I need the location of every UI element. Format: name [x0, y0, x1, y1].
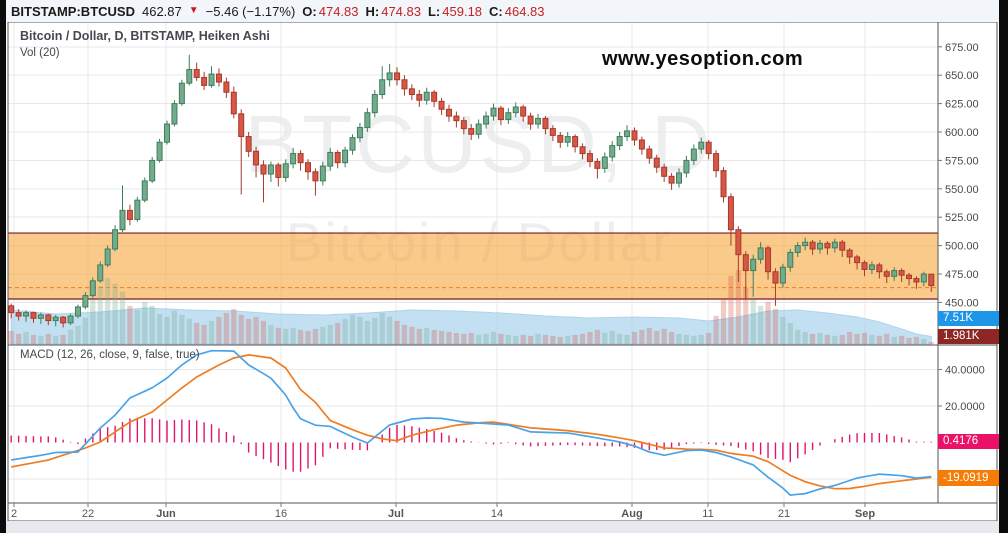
svg-text:11: 11: [702, 508, 713, 520]
svg-text:575.00: 575.00: [945, 155, 979, 167]
chart-canvas[interactable]: 675.00 650.00 625.00 600.00 575.00 550.00 525.…: [6, 22, 999, 521]
svg-text:600.00: 600.00: [945, 127, 979, 139]
svg-text:20.0000: 20.0000: [945, 401, 985, 413]
svg-text:675.00: 675.00: [945, 42, 979, 54]
bottom-margin: [6, 521, 999, 533]
ohlc-bar: BITSTAMP:BTCUSD 462.87 ▼ −5.46 (−1.17%) …: [6, 0, 999, 22]
time-axis[interactable]: 2 22 Jun 16 Jul 14 Aug 11 21 Sep: [11, 503, 875, 520]
macd-line: [11, 349, 932, 496]
price-change: −5.46 (−1.17%): [205, 3, 296, 19]
svg-text:500.00: 500.00: [945, 241, 979, 253]
symbol-label: BITSTAMP:BTCUSD: [11, 3, 135, 19]
svg-text:21: 21: [778, 508, 790, 520]
svg-text:625.00: 625.00: [945, 99, 979, 111]
website-overlay-text: www.yesoption.com: [602, 48, 804, 70]
volume-indicator-label[interactable]: Vol (20): [20, 47, 60, 59]
left-black-edge: [0, 0, 6, 533]
high-label: H:: [365, 3, 380, 19]
close-value: 464.83: [504, 3, 545, 19]
volume-series: [8, 269, 935, 345]
last-price: 462.87: [141, 3, 182, 19]
volume-value-badge: 1.981K: [938, 329, 1000, 344]
open-label: O:: [302, 3, 317, 19]
macd-series: [10, 349, 932, 496]
svg-text:Jul: Jul: [388, 508, 404, 520]
svg-text:Jun: Jun: [156, 508, 176, 520]
volume-ma-value-badge: 7.51K: [938, 311, 1000, 326]
low-value: 459.18: [442, 3, 483, 19]
open-value: 474.83: [318, 3, 359, 19]
svg-text:550.00: 550.00: [945, 184, 979, 196]
close-label: C:: [489, 3, 503, 19]
svg-text:Aug: Aug: [621, 508, 642, 520]
svg-text:475.00: 475.00: [945, 269, 979, 281]
svg-text:40.0000: 40.0000: [945, 365, 985, 377]
svg-text:16: 16: [275, 508, 287, 520]
macd-signal-value-badge: -19.0919: [938, 470, 1000, 486]
macd-indicator-label[interactable]: MACD (12, 26, close, 9, false, true): [20, 349, 200, 361]
svg-text:650.00: 650.00: [945, 70, 979, 82]
svg-text:2: 2: [11, 508, 17, 520]
macd-hist-value-badge: 0.4176: [938, 434, 1000, 449]
svg-text:450.00: 450.00: [945, 297, 979, 309]
svg-text:14: 14: [491, 508, 503, 520]
down-triangle-icon: ▼: [188, 4, 199, 16]
high-value: 474.83: [381, 3, 421, 19]
volume-ma-area: [10, 307, 932, 345]
series-title[interactable]: Bitcoin / Dollar, D, BITSTAMP, Heiken As…: [20, 29, 270, 43]
low-label: L:: [427, 3, 441, 19]
price-axis[interactable]: 675.00 650.00 625.00 600.00 575.00 550.00 525.…: [938, 42, 985, 413]
candlestick-series: [8, 54, 935, 328]
svg-text:Sep: Sep: [855, 508, 875, 520]
right-black-edge: [999, 0, 1008, 533]
price-band: [8, 232, 938, 300]
svg-text:22: 22: [82, 508, 94, 520]
chart-area[interactable]: BTCUSD, D Bitcoin / Dollar 675.00650.006…: [6, 22, 1000, 521]
svg-text:525.00: 525.00: [945, 212, 979, 224]
macd-signal-line: [11, 354, 932, 490]
